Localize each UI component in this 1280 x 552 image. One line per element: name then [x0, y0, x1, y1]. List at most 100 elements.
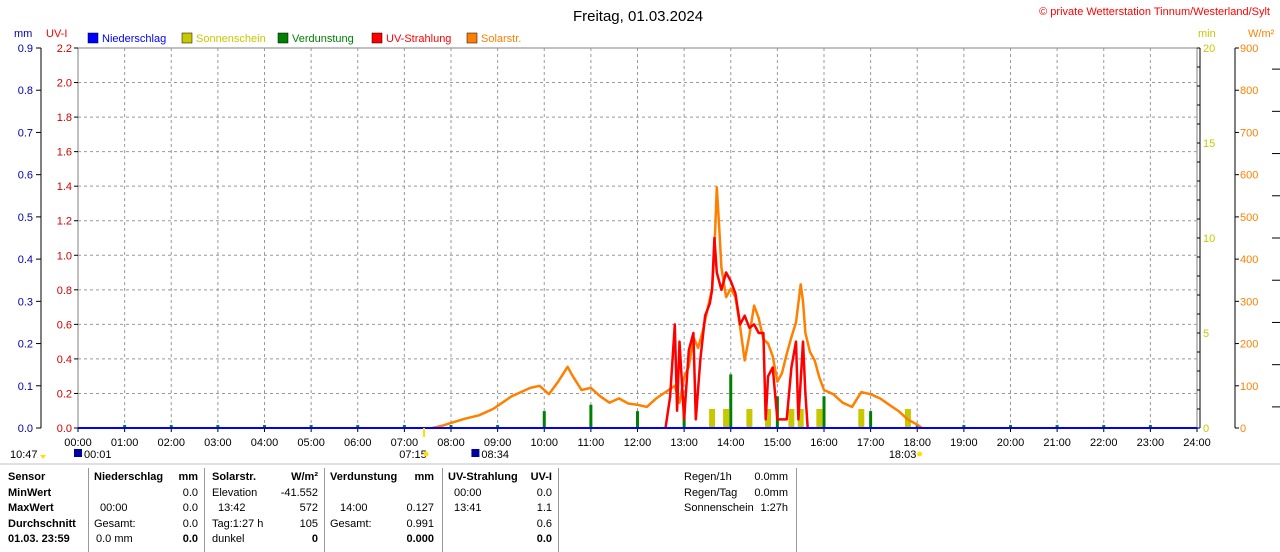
x-tick-label: 08:00: [437, 437, 465, 449]
legend-swatch: [371, 32, 383, 44]
verdunstung-bar: [869, 411, 873, 428]
table-divider: [88, 468, 89, 552]
regen-tag-label: Regen/Tag: [684, 486, 738, 499]
min-tick-label: 10: [1203, 233, 1215, 245]
x-tick-label: 02:00: [157, 437, 185, 449]
verdunstung-bar: [1055, 425, 1059, 428]
verdunstung-bar: [169, 425, 173, 428]
uv-max-time: 13:41: [454, 502, 482, 514]
x-tick-label: 21:00: [1043, 437, 1071, 449]
sun-moon-markers: 10:47 00:01 07:15 08:34 18:03: [10, 428, 923, 461]
x-tick-label: 14:00: [717, 437, 745, 449]
x-tick-label: 22:00: [1090, 437, 1118, 449]
verdunstung-bar: [822, 396, 826, 428]
solar-day-label: Tag:1:27 h: [212, 517, 264, 530]
niederschlag-max-time: 00:00: [100, 502, 128, 514]
mm-tick-label: 0.1: [18, 381, 33, 393]
table-divider: [442, 468, 443, 552]
x-tick-label: 00:00: [64, 437, 92, 449]
mm-tick-label: 0.3: [18, 296, 33, 308]
x-tick-label: 01:00: [111, 437, 139, 449]
mm-tick-label: 0.8: [18, 85, 33, 97]
sonnenschein-bar: [858, 409, 865, 428]
mm-tick-label: 0.5: [18, 212, 33, 224]
table-divider: [204, 468, 205, 552]
legend-swatch: [277, 32, 289, 44]
stats-col-solar: Solarstr. W/m² Elevation -41.552 13:42 572 …: [212, 470, 322, 548]
legend-label: Niederschlag: [102, 33, 166, 45]
sonnenschein-bar: [797, 409, 804, 428]
verdunstung-bar: [1148, 425, 1152, 428]
x-tick-label: 20:00: [997, 437, 1025, 449]
verdunstung-bar: [589, 404, 593, 428]
wm2-tick-label: 400: [1240, 254, 1258, 266]
solar-series-line: [432, 186, 923, 430]
moonset-time: 00:01: [84, 449, 112, 461]
uv-tick-label: 2.2: [57, 43, 72, 55]
wm2-tick-label: 500: [1240, 212, 1258, 224]
x-tick-label: 24:00: [1183, 437, 1211, 449]
verdunstung-max: 0.127: [406, 502, 434, 514]
timestamp-label: 01.03. 23:59: [8, 533, 70, 545]
durchschnitt-label: Durchschnitt: [8, 517, 76, 530]
uv-tick-label: 1.6: [57, 147, 72, 159]
uv-series-line: [664, 236, 809, 429]
mm-tick-label: 0.9: [18, 43, 33, 55]
mm-tick-label: 0.0: [18, 423, 33, 435]
legend-swatch: [87, 32, 99, 44]
uv-avg: 0.6: [536, 517, 552, 530]
verdunstung-total-label: Gesamt:: [330, 517, 372, 530]
verdunstung-bar: [729, 374, 733, 428]
sonnenschein-bar: [788, 409, 795, 428]
verdunstung-unit: mm: [414, 471, 434, 483]
y-axes: 0.0 0.2 0.4 0.6 0.8 1.0 1.2 1.4 1.6 1.8 2.0 2.2 0.0 0…: [18, 43, 1280, 435]
sonnenschein-value: 1:27h: [760, 502, 788, 514]
solar-noon-icon: [471, 449, 480, 457]
verdunstung-bar: [496, 425, 500, 428]
niederschlag-total-label: Gesamt:: [94, 517, 136, 530]
uv-tick-label: 0.6: [57, 319, 72, 331]
x-tick-label: 23:00: [1137, 437, 1165, 449]
solar-max: 572: [299, 502, 318, 514]
verdunstung-bar: [356, 425, 360, 428]
minwert-label: MinWert: [8, 486, 52, 499]
mm-tick-label: 0.2: [18, 339, 33, 351]
x-tick-label: 12:00: [624, 437, 652, 449]
verdunstung-bar: [123, 425, 127, 428]
mm-tick-label: 0.6: [18, 170, 33, 182]
solar-state: dunkel: [212, 533, 245, 545]
uv-min-time: 00:00: [454, 486, 482, 499]
mm-tick-label: 0.7: [18, 127, 33, 139]
series-lines: [78, 186, 1197, 430]
verdunstung-bar: [402, 425, 406, 428]
wm2-tick-label: 600: [1240, 170, 1258, 182]
wm2-tick-label: 200: [1240, 339, 1258, 351]
niederschlag-total: 0.0: [182, 517, 198, 530]
uv-tick-label: 1.2: [57, 216, 72, 228]
maxwert-label: MaxWert: [8, 502, 54, 514]
verdunstung-bar: [449, 425, 453, 428]
moon-icon: [40, 455, 46, 459]
uv-tick-label: 1.0: [57, 250, 72, 262]
uv-unit: UV-I: [530, 471, 552, 483]
mm-axis-label: mm: [14, 28, 32, 40]
solar-unit: W/m²: [291, 471, 318, 483]
moonset-icon: [74, 449, 82, 457]
elevation-label: Elevation: [212, 486, 258, 499]
stats-col-uv: UV-Strahlung UV-I 00:00 0.0 13:41 1.1 0.6 0…: [448, 470, 556, 548]
uv-tick-label: 0.8: [57, 285, 72, 297]
uv-min: 0.0: [536, 486, 552, 499]
legend: Niederschlag Sonnenschein Verdunstung UV-St…: [87, 32, 521, 45]
x-tick-label: 04:00: [251, 437, 279, 449]
sunset-icon: [917, 451, 923, 457]
wm2-tick-label: 900: [1240, 43, 1258, 55]
min-axis-label: min: [1198, 28, 1216, 40]
x-tick-label: 09:00: [484, 437, 512, 449]
legend-label: UV-Strahlung: [386, 33, 451, 45]
wm2-tick-label: 800: [1240, 85, 1258, 97]
niederschlag-current-mm: 0.0 mm: [96, 533, 133, 545]
wm2-tick-label: 100: [1240, 381, 1258, 393]
niederschlag-current: 0.0: [182, 533, 198, 545]
sonnenschein-label: Sonnenschein: [684, 502, 754, 514]
regen-1h-label: Regen/1h: [684, 471, 732, 483]
